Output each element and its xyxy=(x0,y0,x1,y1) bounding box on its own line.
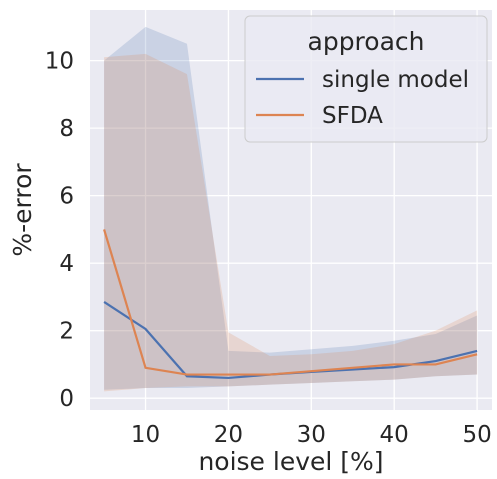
series-lines xyxy=(103,229,478,380)
line-sfda xyxy=(103,229,478,376)
x-axis-label: noise level [%] xyxy=(198,447,383,476)
x-tick-labels: 10 20 30 40 50 xyxy=(131,422,492,448)
y-tick-label: 8 xyxy=(59,116,74,142)
legend-title: approach xyxy=(308,27,425,56)
legend-box xyxy=(244,15,488,143)
y-tick-label: 10 xyxy=(45,49,74,75)
x-tick-label: 20 xyxy=(214,422,243,448)
x-tick-label: 10 xyxy=(131,422,160,448)
x-tick-label: 30 xyxy=(297,422,326,448)
legend-entry-single-model: single model xyxy=(322,67,469,93)
x-tick-label: 40 xyxy=(380,422,409,448)
y-tick-labels: 0 2 4 6 8 10 xyxy=(45,49,74,413)
y-tick-label: 0 xyxy=(59,386,74,412)
legend: approach single model SFDA xyxy=(244,15,488,143)
y-axis-label: %-error xyxy=(8,163,37,257)
band-single-model xyxy=(104,26,478,390)
confidence-bands xyxy=(104,26,478,392)
y-tick-label: 2 xyxy=(59,319,74,345)
band-sfda xyxy=(104,53,478,392)
x-tick-label: 50 xyxy=(462,422,491,448)
legend-entry-sfda: SFDA xyxy=(322,103,383,129)
y-tick-label: 4 xyxy=(59,251,74,277)
y-tick-label: 6 xyxy=(59,184,74,210)
